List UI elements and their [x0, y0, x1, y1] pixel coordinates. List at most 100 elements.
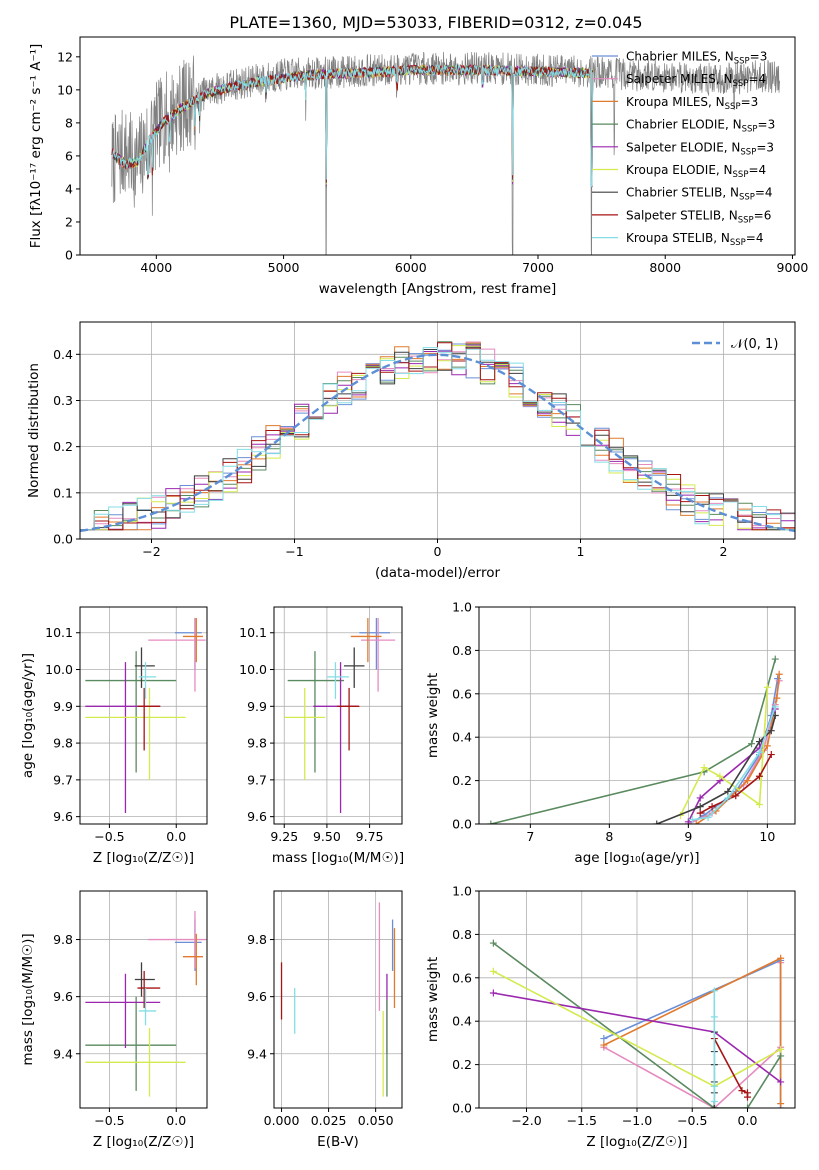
x-tick-label: −1.0 [622, 1113, 652, 1128]
y-tick-label: 0.4 [53, 347, 73, 362]
data-point-marker [777, 1100, 785, 1108]
errorbar-kroupa-miles [182, 933, 203, 986]
x-tick-label: −0.5 [94, 1113, 124, 1128]
x-tick-label: 0.025 [311, 1113, 347, 1128]
y-tick-label: 0.0 [452, 1101, 472, 1116]
legend-entry: 𝒩(0, 1) [731, 337, 778, 352]
data-point-marker [600, 1035, 608, 1043]
errorbar-chabrier-stelib [134, 962, 155, 997]
errorbars [280, 902, 396, 1097]
x-tick-label: 9000 [777, 260, 809, 275]
errorbar-kroupa-elodie [85, 1028, 186, 1097]
errorbar-chabrier-elodie [287, 651, 344, 773]
x-axis-label: age [log₁₀(age/yr)] [574, 850, 699, 866]
errorbar-kroupa-miles [350, 618, 382, 663]
series-kroupa-elodie [676, 683, 771, 819]
y-axis-label: Flux [fλ10⁻¹⁷ erg cm⁻² s⁻¹ A⁻¹] [28, 44, 44, 249]
y-axis-label: mass weight [425, 673, 441, 758]
y-tick-label: 1.0 [452, 884, 472, 899]
massweight-vs-age-panel: 7 8 9 10 0.0 0.2 0.4 0.6 0.8 1.0 age [log₁₀(age/yr… [425, 600, 796, 866]
spectrum-lines [111, 51, 781, 255]
legend-entry: Salpeter ELODIE, NSSP=3 [626, 140, 774, 157]
x-tick-label: 0.000 [264, 1113, 300, 1128]
weight-lines [489, 939, 785, 1108]
y-tick-label: 0.2 [53, 439, 73, 454]
y-tick-label: 12 [57, 49, 73, 64]
errorbar-chabrier-elodie [85, 651, 177, 773]
x-tick-label: 2 [720, 544, 728, 559]
x-tick-label: 7 [526, 829, 534, 844]
x-tick-label: 1 [577, 544, 585, 559]
data-point-marker [489, 967, 497, 975]
y-tick-label: 0.0 [452, 817, 472, 832]
data-point-marker [773, 694, 781, 702]
errorbar-salpeter-miles [148, 910, 206, 969]
x-axis-label: Z [log₁₀(Z/Z☉)] [93, 1134, 194, 1150]
series-line [490, 658, 777, 824]
y-tick-label: 8 [65, 115, 73, 130]
y-tick-label: 9.4 [53, 1046, 73, 1061]
data-point-marker [767, 727, 775, 735]
series-line [688, 680, 780, 824]
x-tick-label: 0.0 [738, 1113, 758, 1128]
x-axis-label: Z [log₁₀(Z/Z☉)] [93, 850, 194, 866]
data-point-marker [704, 813, 712, 821]
data-point-marker [777, 954, 785, 962]
x-tick-label: 0.050 [358, 1113, 394, 1128]
errorbars [85, 618, 206, 813]
legend-entry: Kroupa STELIB, NSSP=4 [626, 231, 764, 248]
histograms [80, 341, 795, 539]
series-salpeter-stelib [696, 751, 775, 817]
y-tick-label: 6 [65, 148, 73, 163]
data-point-marker [696, 809, 704, 817]
data-point-marker [696, 803, 704, 811]
residuals-legend: 𝒩(0, 1) [692, 337, 778, 352]
axes-frame [273, 606, 403, 825]
data-point-marker [743, 1093, 751, 1101]
y-tick-label: 10.1 [45, 625, 73, 640]
x-tick-label: −0.5 [94, 829, 124, 844]
errorbar-chabrier-miles [174, 618, 202, 670]
data-point-marker [688, 816, 696, 824]
data-point-marker [710, 1082, 718, 1090]
data-point-marker [489, 939, 497, 947]
axes-frame [79, 890, 208, 1109]
y-tick-label: 0.2 [452, 1057, 472, 1072]
data-point-marker [763, 683, 771, 691]
data-point-marker [738, 1087, 746, 1095]
data-point-marker [700, 764, 708, 772]
x-tick-label: 5000 [268, 260, 300, 275]
x-tick-label: 9.25 [270, 829, 298, 844]
axes-frame [79, 36, 796, 256]
y-tick-label: 9.6 [247, 809, 267, 824]
y-tick-label: 9.6 [247, 989, 267, 1004]
series-line [492, 942, 782, 1108]
y-tick-label: 2 [65, 214, 73, 229]
y-tick-label: 1.0 [452, 600, 472, 615]
chart-panels: 4000 5000 6000 7000 8000 9000024681012wavelen… [20, 36, 809, 1150]
x-axis-label: E(B-V) [317, 1134, 359, 1150]
series-line [656, 715, 777, 824]
data-point-marker [767, 751, 775, 759]
age-vs-mass-panel: 9.25 9.50 9.75 9.6 9.7 9.8 9.9 10.0 10.1 mass [lo… [239, 606, 404, 866]
legend-entry: Chabrier ELODIE, NSSP=3 [626, 118, 775, 135]
series-kroupa-stelib [710, 987, 718, 1105]
y-axis-label: Normed distribution [26, 363, 42, 498]
data-point-marker [716, 772, 724, 780]
data-point-marker [755, 800, 763, 808]
data-point-marker [755, 738, 763, 746]
errorbars [284, 618, 396, 813]
weight-lines [487, 655, 783, 824]
x-axis-label: Z [log₁₀(Z/Z☉)] [586, 1134, 687, 1150]
data-point-marker [755, 748, 763, 756]
x-tick-label: 4000 [140, 260, 172, 275]
data-point-marker [710, 1097, 718, 1105]
age-vs-Z-panel: −0.5 0.0 9.6 9.7 9.8 9.9 10.0 10.1 Z [log₁₀(Z/Z☉… [20, 606, 208, 866]
series-kroupa-stelib [688, 703, 779, 824]
y-tick-label: 0.8 [452, 927, 472, 942]
errorbar-chabrier-miles [174, 919, 202, 971]
x-axis-label: wavelength [Angstrom, rest frame] [319, 281, 557, 297]
data-point-marker [489, 989, 497, 997]
data-point-marker [755, 772, 763, 780]
